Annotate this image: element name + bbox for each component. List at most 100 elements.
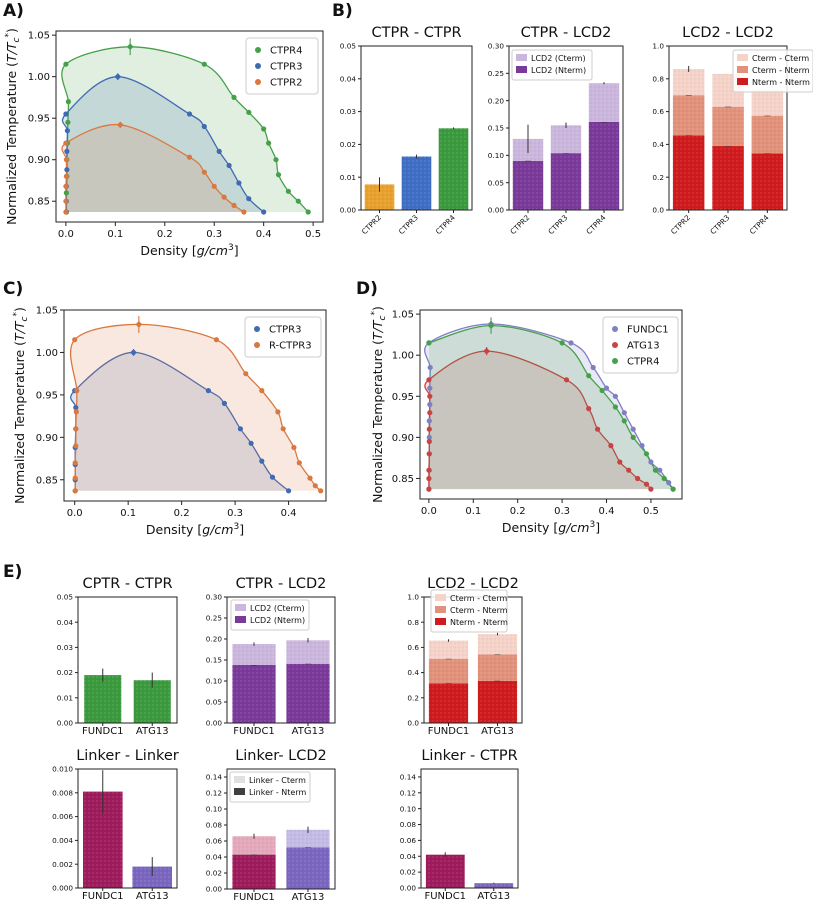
y-tick-label: 0.002	[52, 860, 73, 869]
bar-segment-cterm-nterm	[751, 115, 784, 154]
data-point-atg13	[426, 451, 432, 457]
data-point-fundc1	[666, 480, 672, 486]
y-tick-label: 0.008	[52, 788, 73, 797]
data-point-r-ctpr3	[73, 426, 79, 432]
legend-label-ctpr4: CTPR4	[270, 46, 302, 57]
bar-chart-E6: Linker - CTPR FUNDC1 ATG13 0.00 0.02 0.04 0.06…	[400, 748, 519, 902]
legend-swatch	[235, 616, 246, 623]
y-tick-label: 0.08	[400, 820, 417, 829]
x-category-label: CTPR3	[397, 213, 420, 236]
data-point-ctpr4	[426, 340, 432, 346]
data-point-ctpr4	[246, 109, 252, 115]
data-point-fundc1	[426, 434, 432, 440]
unit-text: g/cm	[197, 243, 228, 258]
y-tick-label: 0.010	[52, 765, 73, 774]
legend-label-r-ctpr3: R-CTPR3	[269, 341, 312, 352]
data-point-fundc1	[639, 443, 645, 449]
legend-label-ctpr3: CTPR3	[269, 325, 301, 336]
data-point-atg13	[595, 426, 601, 432]
x-category-label: FUNDC1	[233, 726, 275, 737]
x-category-label: ATG13	[292, 726, 325, 737]
y-tick-label: 0.10	[206, 805, 223, 814]
panel-label-e: E)	[3, 562, 22, 582]
y-tick-label: 0.85	[36, 475, 58, 486]
x-category-label: ATG13	[477, 891, 510, 902]
data-point-ctpr4	[201, 61, 207, 67]
y-tick-label: 0.01	[340, 173, 356, 182]
panel-label-b: B)	[332, 1, 353, 21]
y-tick-label: 0.08	[206, 821, 223, 830]
data-point-ctpr3	[246, 196, 252, 202]
phase-region-r-ctpr3	[70, 324, 321, 491]
x-category-label: FUNDC1	[82, 891, 124, 902]
legend-swatch	[435, 594, 446, 601]
x-category-label: ATG13	[481, 726, 514, 737]
legend: Cterm - Cterm Cterm - Nterm Nterm - Nterm	[732, 49, 813, 93]
x-category-label: FUNDC1	[428, 726, 470, 737]
y-tick-label: 1.00	[392, 351, 414, 362]
x-tick-label: 0.2	[510, 506, 526, 517]
x-axis-title: Density [g/cm3]	[146, 522, 244, 537]
x-category-label: CTPR2	[508, 213, 531, 236]
data-point-ctpr4	[261, 126, 267, 132]
data-point-ctpr4	[670, 486, 676, 492]
x-category-label: CTPR4	[748, 213, 771, 236]
data-point-fundc1	[426, 418, 432, 424]
plot-frame	[63, 309, 327, 502]
y-tick-label: 0.06	[400, 836, 417, 845]
y-tick-label: 0.95	[392, 392, 414, 403]
panel-label-d: D)	[356, 279, 378, 299]
legend-marker-ctpr4	[255, 47, 261, 53]
plot-frame	[360, 45, 473, 211]
data-point-atg13	[426, 438, 432, 445]
y-title-sup: *	[12, 312, 22, 317]
data-point-atg13	[586, 406, 592, 412]
data-point-ctpr3	[64, 128, 70, 134]
legend-marker-atg13	[612, 342, 618, 348]
y-title-t: T/T	[370, 319, 385, 340]
data-point-r-ctpr3	[259, 388, 265, 394]
y-axis-title: Normalized Temperature (T/Tc*)	[12, 307, 30, 504]
bar-segment-cterm-nterm	[672, 95, 705, 136]
legend-swatch	[737, 54, 748, 61]
x-tick-label: 0.1	[107, 229, 123, 240]
legend-label-ctpr3: CTPR3	[270, 62, 302, 73]
y-tick-label: 0.02	[340, 140, 356, 149]
data-point-ctpr3	[186, 111, 193, 117]
y-title-t: T/T	[4, 41, 19, 62]
x-tick-label: 0.0	[58, 229, 74, 240]
y-tick-label: 0.30	[488, 42, 505, 51]
y-tick-label: 0.15	[206, 656, 222, 665]
legend-swatch	[516, 66, 527, 73]
y-tick-label: 1.05	[36, 306, 58, 317]
bar-segment-linker-cterm	[232, 836, 276, 855]
data-point-atg13	[617, 459, 623, 465]
y-tick-label: 0.2	[652, 173, 664, 182]
data-point-ctpr3	[205, 388, 211, 394]
phase-region-ctpr4	[428, 325, 674, 490]
data-point-ctpr3	[226, 162, 232, 169]
chart-title: CTPR - LCD2	[236, 576, 327, 592]
y-tick-label: 1.0	[407, 593, 419, 602]
data-point-r-ctpr3	[280, 426, 286, 432]
y-tick-label: 0.04	[400, 852, 417, 861]
data-point-fundc1	[427, 401, 433, 408]
y-tick-label: 0.4	[652, 140, 664, 149]
y-tick-label: 0.02	[400, 868, 416, 877]
bar-segment-cterm-cterm	[477, 634, 518, 655]
critical-point-atg13	[483, 347, 491, 355]
legend-label: Cterm - Nterm	[450, 606, 508, 615]
bar-atg13	[132, 866, 172, 888]
data-point-ctpr3	[64, 148, 70, 154]
y-tick-label: 0.06	[206, 837, 223, 846]
y-tick-label: 0.004	[52, 836, 73, 845]
bar-segment-linker-nterm	[232, 854, 276, 889]
data-point-atg13	[426, 486, 432, 492]
y-tick-label: 0.85	[392, 474, 414, 485]
unit-close: ]	[234, 243, 239, 258]
data-point-fundc1	[603, 385, 610, 391]
y-title-close: )	[4, 28, 19, 33]
data-point-atg13	[563, 377, 570, 383]
plot-frame	[55, 30, 324, 223]
unit-exponent: 3	[589, 520, 595, 530]
